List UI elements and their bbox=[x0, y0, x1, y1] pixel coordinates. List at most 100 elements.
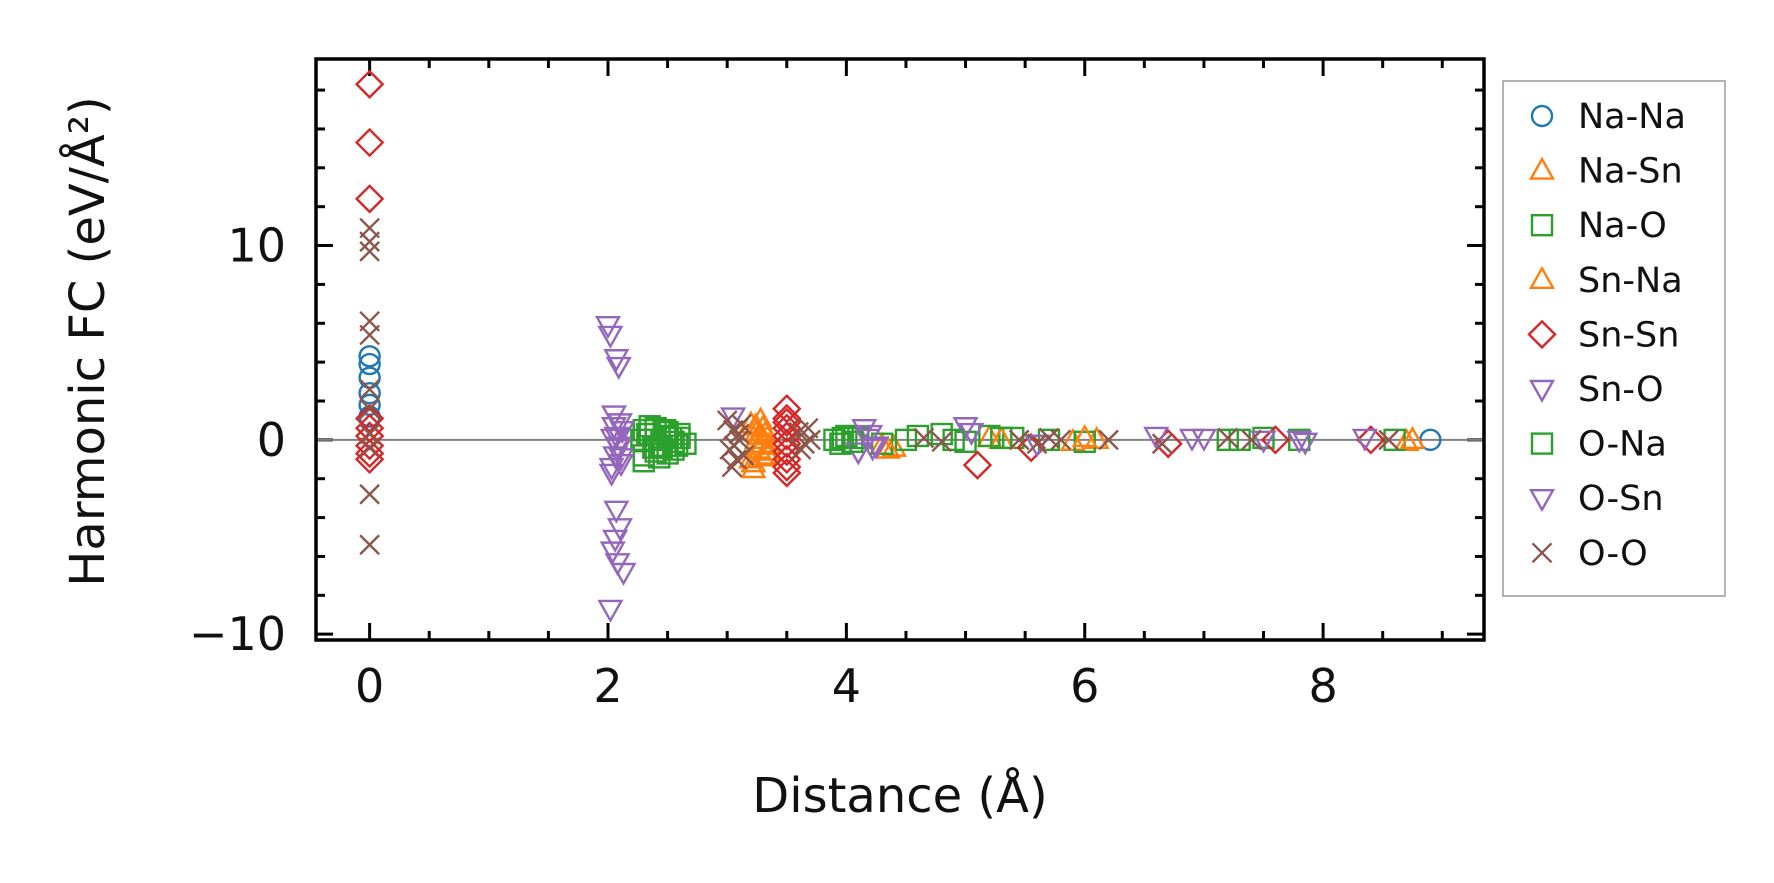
point-sn-sn bbox=[772, 407, 802, 438]
point-sn-o bbox=[610, 562, 637, 586]
point-o-o bbox=[359, 231, 380, 253]
y-tick-labels: −10 0 10 bbox=[189, 219, 286, 662]
point-o-sn bbox=[603, 426, 630, 450]
legend-item-sn-o: Sn-O bbox=[1528, 370, 1664, 410]
point-sn-sn bbox=[772, 436, 802, 467]
point-na-o bbox=[978, 424, 1001, 448]
point-o-o bbox=[359, 437, 380, 458]
point-na-o bbox=[930, 422, 953, 446]
point-sn-na bbox=[740, 449, 767, 473]
x-tick-label: 0 bbox=[355, 659, 384, 713]
legend-item-sn-sn: Sn-Sn bbox=[1527, 315, 1679, 355]
point-o-o bbox=[359, 241, 380, 262]
point-o-o bbox=[797, 417, 819, 439]
legend-label-o-o: O-O bbox=[1578, 534, 1648, 574]
point-o-o bbox=[1098, 429, 1119, 451]
axis-ticks bbox=[316, 59, 1484, 640]
point-na-na bbox=[358, 352, 381, 376]
x-tick-label: 4 bbox=[832, 659, 861, 713]
point-sn-o bbox=[845, 442, 872, 466]
legend-box bbox=[1502, 80, 1726, 597]
point-o-o bbox=[1008, 429, 1030, 451]
point-na-sn bbox=[743, 425, 771, 450]
legend-label-sn-o: Sn-O bbox=[1578, 370, 1664, 410]
point-na-o bbox=[1216, 428, 1239, 452]
series-na-na bbox=[358, 345, 1442, 452]
point-o-o bbox=[728, 423, 750, 445]
series-sn-sn bbox=[354, 69, 1386, 488]
point-o-o bbox=[1026, 433, 1048, 455]
legend-label-sn-sn: Sn-Sn bbox=[1578, 315, 1679, 355]
point-o-o bbox=[359, 398, 380, 420]
point-o-o bbox=[359, 378, 380, 400]
point-sn-sn bbox=[354, 69, 385, 99]
point-sn-o bbox=[1250, 430, 1277, 454]
point-o-o bbox=[733, 445, 755, 466]
point-na-sn bbox=[754, 441, 781, 465]
x-tick-labels: 0 2 4 6 8 bbox=[355, 659, 1338, 713]
point-na-o bbox=[638, 415, 661, 438]
legend-label-na-o: Na-O bbox=[1578, 206, 1667, 246]
legend-item-na-o: Na-O bbox=[1530, 206, 1667, 246]
y-axis-title: Harmonic FC (eV/Å²) bbox=[59, 96, 116, 586]
point-sn-o bbox=[606, 518, 633, 542]
legend-marker-o-sn bbox=[1528, 489, 1556, 513]
point-sn-o bbox=[597, 325, 624, 349]
series-o-o bbox=[359, 217, 1399, 556]
legend-item-o-na: O-Na bbox=[1530, 425, 1667, 465]
point-sn-sn bbox=[354, 127, 385, 158]
point-sn-na bbox=[747, 406, 774, 430]
point-sn-o bbox=[605, 356, 632, 380]
point-sn-o bbox=[606, 413, 633, 437]
point-o-o bbox=[1378, 429, 1399, 451]
point-sn-sn bbox=[1260, 425, 1291, 455]
point-sn-o bbox=[599, 541, 626, 565]
point-na-na bbox=[358, 345, 381, 368]
point-sn-sn bbox=[354, 184, 385, 214]
point-o-o bbox=[359, 483, 380, 505]
x-tick-label: 2 bbox=[593, 659, 622, 713]
point-o-o bbox=[359, 324, 380, 346]
legend-marker-na-sn bbox=[1528, 156, 1556, 180]
point-sn-na bbox=[1071, 423, 1098, 448]
point-sn-na bbox=[1399, 425, 1426, 450]
point-sn-sn bbox=[1356, 425, 1386, 455]
legend-label-na-na: Na-Na bbox=[1578, 97, 1686, 137]
x-tick-label: 8 bbox=[1308, 659, 1337, 713]
point-sn-o bbox=[952, 417, 979, 441]
point-na-o bbox=[823, 428, 846, 452]
point-sn-na bbox=[749, 443, 776, 467]
series-sn-na bbox=[740, 406, 1426, 473]
point-o-sn bbox=[1178, 428, 1206, 452]
point-o-sn bbox=[608, 448, 635, 472]
legend-item-na-na: Na-Na bbox=[1530, 97, 1686, 137]
legend-marker-o-na bbox=[1530, 432, 1554, 455]
legend-item-o-o: O-O bbox=[1531, 534, 1648, 574]
point-o-na bbox=[636, 422, 659, 446]
point-o-o bbox=[790, 439, 812, 460]
point-o-na bbox=[659, 426, 683, 450]
point-sn-sn bbox=[354, 438, 385, 469]
point-sn-na bbox=[752, 420, 779, 444]
point-sn-o bbox=[603, 349, 630, 373]
point-na-o bbox=[1037, 428, 1061, 452]
series-o-sn bbox=[598, 417, 1313, 482]
legend-item-o-sn: O-Sn bbox=[1528, 479, 1664, 519]
legend-item-sn-na: Sn-Na bbox=[1528, 261, 1683, 301]
point-o-na bbox=[654, 418, 677, 442]
legend-marker-na-o bbox=[1530, 213, 1554, 237]
y-tick-label: 0 bbox=[257, 413, 286, 467]
point-o-sn bbox=[1286, 430, 1313, 454]
point-o-sn bbox=[859, 438, 886, 462]
point-sn-o bbox=[1292, 432, 1319, 456]
y-tick-label: −10 bbox=[189, 607, 286, 661]
point-o-o bbox=[359, 534, 380, 556]
point-na-na bbox=[358, 382, 381, 405]
legend-marker-sn-sn bbox=[1527, 319, 1557, 350]
point-o-o bbox=[1217, 427, 1239, 449]
point-na-sn bbox=[1393, 427, 1420, 451]
data-points bbox=[354, 69, 1442, 623]
point-sn-o bbox=[1351, 428, 1378, 452]
point-o-o bbox=[1241, 429, 1262, 451]
